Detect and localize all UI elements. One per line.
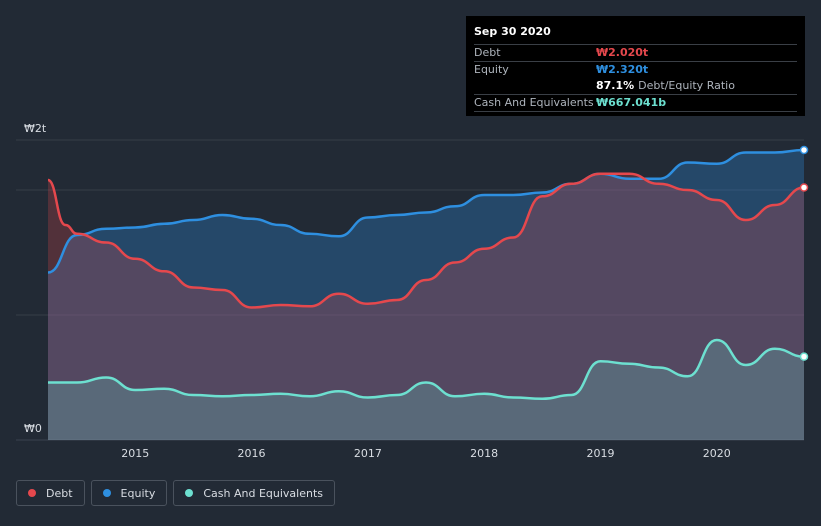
y-tick-label: ₩0 <box>24 422 42 435</box>
legend-item-cash[interactable]: Cash And Equivalents <box>173 480 335 506</box>
legend-item-equity[interactable]: Equity <box>90 480 168 506</box>
series-end-markers <box>799 145 809 361</box>
cash-dot-icon <box>185 489 194 497</box>
tooltip-ratio-label: Debt/Equity Ratio <box>638 79 735 92</box>
debt-dot-icon <box>28 489 36 497</box>
cash-and-equivalents-line <box>47 338 805 401</box>
tooltip-ratio-value: 87.1% <box>596 79 635 92</box>
tooltip-cash-label: Cash And Equivalents <box>474 96 594 109</box>
debt-line <box>47 172 805 309</box>
equity-end-marker <box>799 145 809 155</box>
tooltip-debt-row: Debt ₩2.020t <box>474 44 797 61</box>
legend-item-debt[interactable]: Debt <box>16 480 85 506</box>
cash-and-equivalents-end-marker <box>799 352 809 361</box>
tooltip-date: Sep 30 2020 <box>474 25 551 38</box>
tooltip-equity-label: Equity <box>474 63 509 76</box>
x-tick-label: 2018 <box>470 447 498 460</box>
equity-area <box>48 150 804 440</box>
tooltip-equity-row: Equity ₩2.320t <box>474 61 797 78</box>
x-tick-label: 2016 <box>238 447 266 460</box>
gridlines <box>16 139 804 441</box>
tooltip-cash-value: ₩667.041b <box>596 96 667 109</box>
equity-line <box>47 148 805 274</box>
legend: Debt Equity Cash And Equivalents <box>16 480 335 506</box>
x-axis-labels: 2015 2016 2017 2018 2019 2020 <box>121 447 731 460</box>
legend-label-equity: Equity <box>120 486 156 500</box>
tooltip: Sep 30 2020 Debt ₩2.020t Equity ₩2.320t … <box>466 16 805 116</box>
cash-and-equivalents-area <box>48 340 804 440</box>
tooltip-cash-row: Cash And Equivalents ₩667.041b <box>474 94 797 112</box>
x-tick-label: 2015 <box>121 447 149 460</box>
x-tick-label: 2020 <box>703 447 731 460</box>
tooltip-debt-value: ₩2.020t <box>596 46 649 59</box>
series-areas <box>48 150 804 441</box>
series-lines <box>47 148 805 401</box>
debt-area <box>48 173 804 441</box>
equity-dot-icon <box>102 489 111 497</box>
legend-label-debt: Debt <box>46 486 73 500</box>
x-tick-label: 2017 <box>354 447 382 460</box>
y-axis-labels: ₩2t ₩0 <box>24 122 47 435</box>
y-tick-label: ₩2t <box>24 122 47 135</box>
legend-label-cash: Cash And Equivalents <box>203 486 323 500</box>
x-tick-label: 2019 <box>586 447 614 460</box>
tooltip-ratio-row: 87.1% Debt/Equity Ratio <box>474 78 797 94</box>
debt-end-marker <box>799 183 809 192</box>
tooltip-debt-label: Debt <box>474 46 501 59</box>
tooltip-equity-value: ₩2.320t <box>596 63 649 76</box>
